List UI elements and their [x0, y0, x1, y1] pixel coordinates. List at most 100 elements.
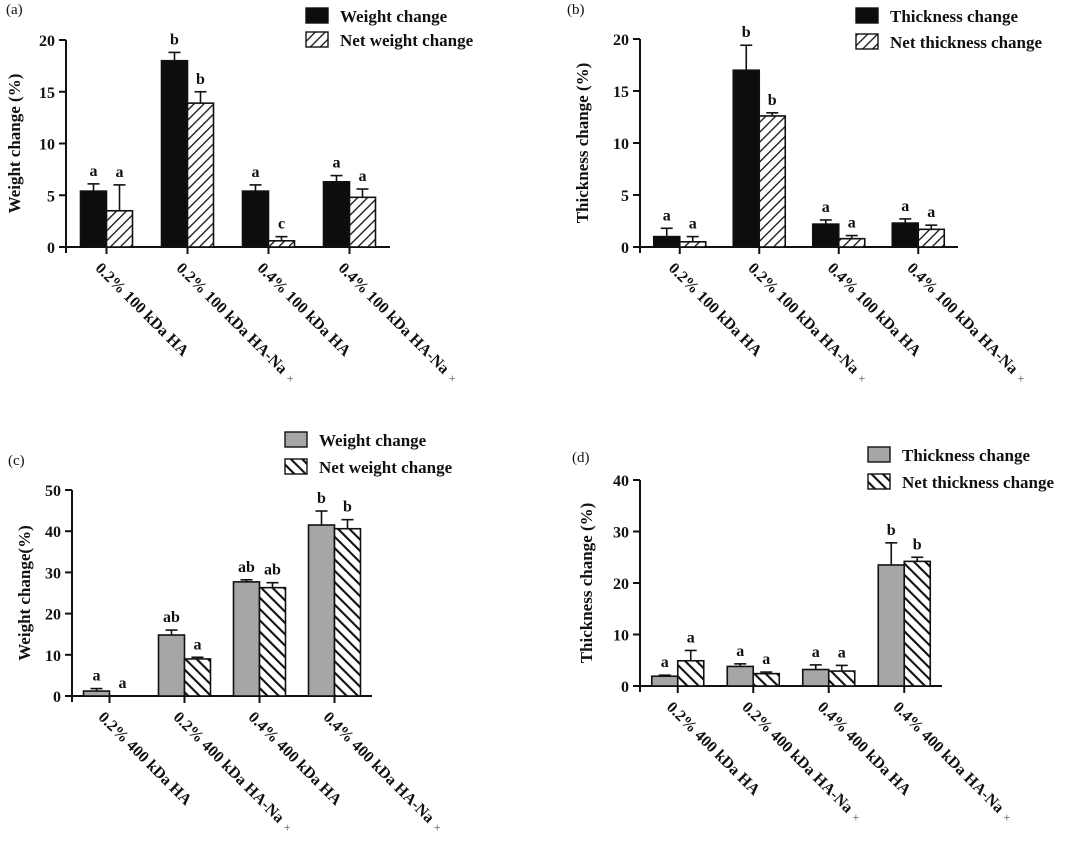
significance-label: a: [194, 636, 202, 653]
bar-net: [837, 237, 866, 248]
y-tick-label: 0: [53, 689, 61, 706]
panel-label: (c): [8, 453, 25, 469]
y-tick-label: 20: [39, 33, 55, 50]
significance-label: b: [742, 24, 751, 41]
significance-label: a: [687, 629, 695, 646]
legend-label: Net weight change: [340, 31, 474, 50]
legend-swatch: [305, 31, 329, 48]
significance-label: a: [663, 207, 671, 224]
significance-label: a: [93, 668, 101, 685]
significance-label: b: [170, 31, 179, 48]
x-category-label: 0.4% 400 kDa HA-Na×: [320, 709, 446, 835]
bar-primary: [801, 668, 830, 687]
bar-net: [903, 560, 932, 687]
bar-primary: [79, 190, 108, 248]
bar-net: [183, 658, 212, 697]
significance-label: a: [812, 644, 820, 661]
bar-primary: [241, 190, 270, 248]
significance-label: a: [848, 215, 856, 232]
significance-label: b: [913, 536, 922, 553]
legend-label: Net thickness change: [890, 33, 1043, 52]
y-tick-label: 10: [45, 648, 61, 665]
bar-net: [105, 209, 134, 248]
category-marker: ×: [280, 821, 293, 834]
bar-primary: [322, 180, 351, 248]
legend-label: Weight change: [319, 431, 427, 450]
legend-label: Thickness change: [902, 446, 1030, 465]
legend-swatch: [284, 431, 308, 448]
y-axis-title: Thickness change (%): [573, 63, 592, 224]
significance-label: a: [333, 155, 341, 172]
bar-primary: [307, 524, 336, 697]
category-marker: ×: [1014, 372, 1027, 385]
bar-net: [827, 670, 856, 687]
significance-label: b: [768, 92, 777, 109]
bar-primary: [82, 690, 111, 697]
significance-label: a: [90, 163, 98, 180]
significance-label: a: [762, 651, 770, 668]
legend-swatch: [305, 7, 329, 24]
bar-primary: [877, 564, 906, 687]
legend-swatch: [867, 446, 891, 463]
bar-primary: [652, 235, 681, 248]
significance-label: a: [901, 198, 909, 215]
category-marker: ×: [849, 811, 862, 824]
y-tick-label: 40: [613, 473, 629, 490]
bar-net: [917, 228, 946, 248]
category-marker: ×: [855, 372, 868, 385]
legend-label: Net thickness change: [902, 473, 1055, 492]
y-tick-label: 20: [45, 607, 61, 624]
significance-label: a: [689, 216, 697, 233]
y-tick-label: 10: [39, 137, 55, 154]
category-marker: ×: [430, 821, 443, 834]
bar-net: [676, 659, 705, 687]
significance-label: b: [343, 499, 352, 516]
y-tick-label: 15: [613, 84, 629, 101]
x-category-label: 0.4% 100 kDa HA-Na×: [903, 260, 1029, 386]
bar-primary: [650, 675, 679, 687]
significance-label: b: [317, 490, 326, 507]
category-marker: ×: [445, 372, 458, 385]
x-category-label: 0.4% 100 kDa HA-Na×: [335, 260, 461, 386]
y-axis-title: Weight change (%): [5, 74, 24, 214]
legend-swatch: [855, 7, 879, 24]
significance-label: ab: [264, 562, 281, 579]
bar-primary: [160, 59, 189, 248]
y-tick-label: 30: [613, 525, 629, 542]
legend-label: Net weight change: [319, 458, 453, 477]
significance-label: ab: [163, 609, 180, 626]
y-tick-label: 20: [613, 32, 629, 49]
bar-primary: [811, 223, 840, 248]
y-tick-label: 10: [613, 628, 629, 645]
significance-label: c: [278, 216, 285, 233]
y-axis-title: Weight change(%): [15, 525, 34, 661]
bar-net: [678, 241, 707, 248]
y-tick-label: 0: [621, 240, 629, 257]
significance-label: a: [119, 675, 127, 692]
panel-label: (d): [572, 450, 590, 466]
bar-primary: [732, 69, 761, 248]
bar-net: [186, 102, 215, 248]
y-tick-label: 5: [621, 188, 629, 205]
bar-net: [758, 115, 787, 248]
legend-swatch: [867, 473, 891, 490]
bar-net: [752, 672, 781, 687]
bar-net: [348, 196, 377, 248]
y-axis-title: Thickness change (%): [577, 503, 596, 664]
category-marker: ×: [1000, 811, 1013, 824]
significance-label: b: [196, 71, 205, 88]
significance-label: a: [838, 644, 846, 661]
legend-swatch: [855, 33, 879, 50]
significance-label: a: [661, 654, 669, 671]
bar-net: [333, 527, 362, 697]
bar-primary: [232, 581, 261, 697]
y-tick-label: 10: [613, 136, 629, 153]
bar-primary: [157, 634, 186, 697]
legend-label: Thickness change: [890, 7, 1018, 26]
panel-label: (b): [567, 2, 585, 18]
y-tick-label: 20: [613, 576, 629, 593]
